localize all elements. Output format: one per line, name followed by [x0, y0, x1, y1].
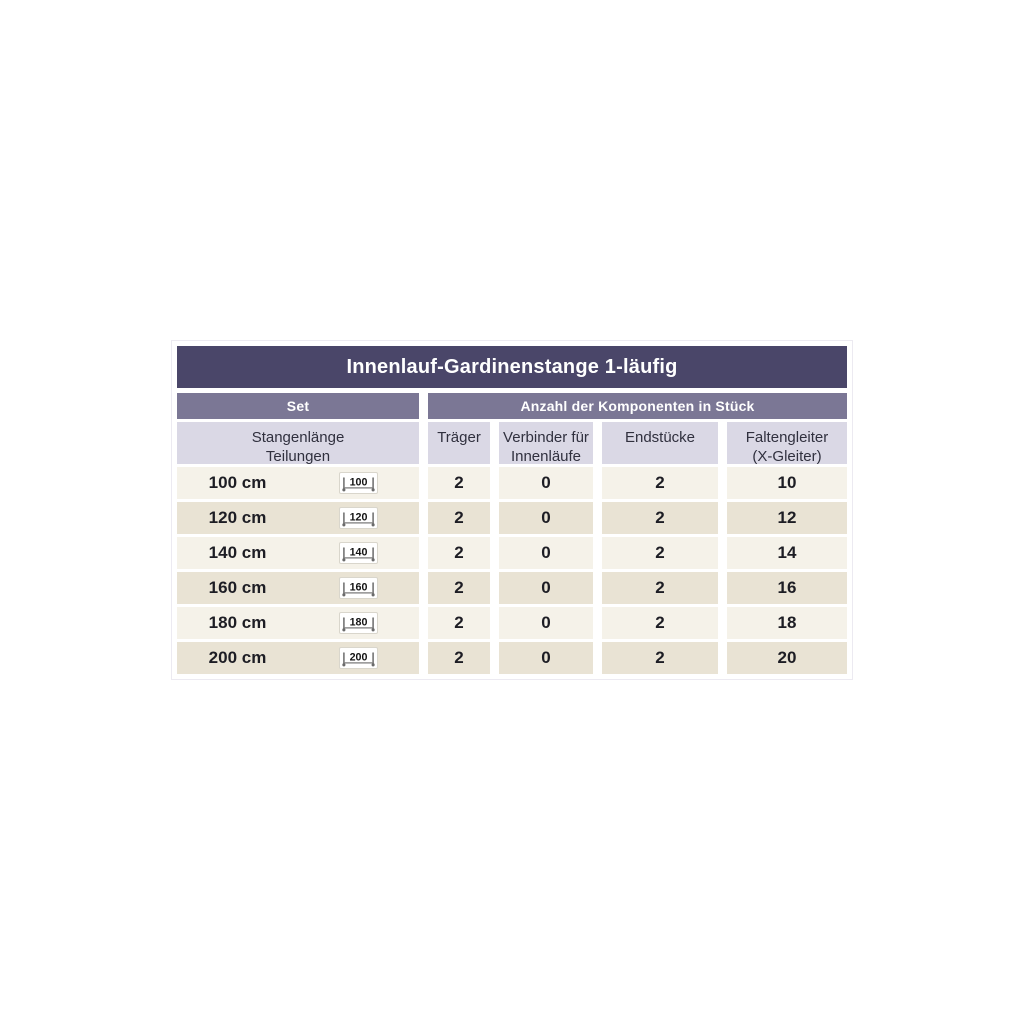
rod-length-value: 140 cm [208, 543, 267, 562]
faltengleiter-value: 10 [727, 467, 847, 499]
set-cell: 100 cm 100 [177, 467, 419, 499]
verbinder-value: 0 [499, 537, 593, 569]
column-header-teilungen: Teilungen [265, 448, 331, 465]
rod-length-value: 100 cm [208, 473, 267, 492]
faltengleiter-value: 14 [727, 537, 847, 569]
table-row: 140 cm 140 2 0 2 14 [177, 537, 847, 569]
endstuecke-value: 2 [602, 467, 718, 499]
faltengleiter-value: 16 [727, 572, 847, 604]
column-header-faltengleiter: Faltengleiter (X-Gleiter) [727, 422, 847, 465]
table-row: 100 cm 100 2 0 2 10 [177, 467, 847, 499]
svg-text:100: 100 [350, 476, 368, 488]
rod-length-value: 180 cm [208, 613, 267, 632]
column-header-row: Stangenlänge Teilungen Träger Verbinder … [177, 422, 847, 465]
verbinder-value: 0 [499, 467, 593, 499]
product-spec-table: Innenlauf-Gardinenstange 1-läufig Set An… [171, 340, 853, 680]
rod-dimension-icon: 120 [298, 507, 419, 529]
endstuecke-value: 2 [602, 502, 718, 534]
table-row: 160 cm 160 2 0 2 16 [177, 572, 847, 604]
column-header-endstuecke: Endstücke [602, 422, 718, 464]
traeger-value: 2 [428, 467, 490, 499]
faltengleiter-value: 20 [727, 642, 847, 674]
table-row: 200 cm 200 2 0 2 20 [177, 642, 847, 674]
section-header-row: Set Anzahl der Komponenten in Stück [177, 393, 847, 419]
table-title: Innenlauf-Gardinenstange 1-läufig [177, 346, 847, 388]
set-cell: 180 cm 180 [177, 607, 419, 639]
section-header-components: Anzahl der Komponenten in Stück [428, 393, 847, 419]
rod-length-value: 160 cm [208, 578, 267, 597]
column-header-set-group: Stangenlänge Teilungen [177, 422, 419, 465]
column-header-traeger: Träger [428, 422, 490, 464]
traeger-value: 2 [428, 572, 490, 604]
traeger-value: 2 [428, 537, 490, 569]
faltengleiter-value: 12 [727, 502, 847, 534]
svg-text:160: 160 [350, 581, 368, 593]
verbinder-value: 0 [499, 607, 593, 639]
table-row: 120 cm 120 2 0 2 12 [177, 502, 847, 534]
column-header-verbinder: Verbinder für Innenläufe [499, 422, 593, 465]
column-header-stangenlaenge: Stangenlänge [251, 429, 345, 446]
traeger-value: 2 [428, 607, 490, 639]
table-title-text: Innenlauf-Gardinenstange 1-läufig [346, 355, 678, 378]
rod-dimension-icon: 100 [298, 472, 419, 494]
endstuecke-value: 2 [602, 642, 718, 674]
svg-text:180: 180 [350, 616, 368, 628]
rod-dimension-icon: 140 [298, 542, 419, 564]
set-cell: 160 cm 160 [177, 572, 419, 604]
verbinder-value: 0 [499, 502, 593, 534]
faltengleiter-value: 18 [727, 607, 847, 639]
rod-dimension-icon: 200 [298, 647, 419, 669]
verbinder-value: 0 [499, 572, 593, 604]
traeger-value: 2 [428, 642, 490, 674]
set-cell: 140 cm 140 [177, 537, 419, 569]
set-cell: 200 cm 200 [177, 642, 419, 674]
traeger-value: 2 [428, 502, 490, 534]
section-header-set: Set [177, 393, 419, 419]
rod-length-value: 200 cm [208, 648, 267, 667]
rod-length-value: 120 cm [208, 508, 267, 527]
endstuecke-value: 2 [602, 572, 718, 604]
endstuecke-value: 2 [602, 607, 718, 639]
svg-text:200: 200 [350, 651, 368, 663]
table-row: 180 cm 180 2 0 2 18 [177, 607, 847, 639]
set-cell: 120 cm 120 [177, 502, 419, 534]
rod-dimension-icon: 160 [298, 577, 419, 599]
verbinder-value: 0 [499, 642, 593, 674]
endstuecke-value: 2 [602, 537, 718, 569]
svg-text:120: 120 [350, 511, 368, 523]
svg-text:140: 140 [350, 546, 368, 558]
rod-dimension-icon: 180 [298, 612, 419, 634]
